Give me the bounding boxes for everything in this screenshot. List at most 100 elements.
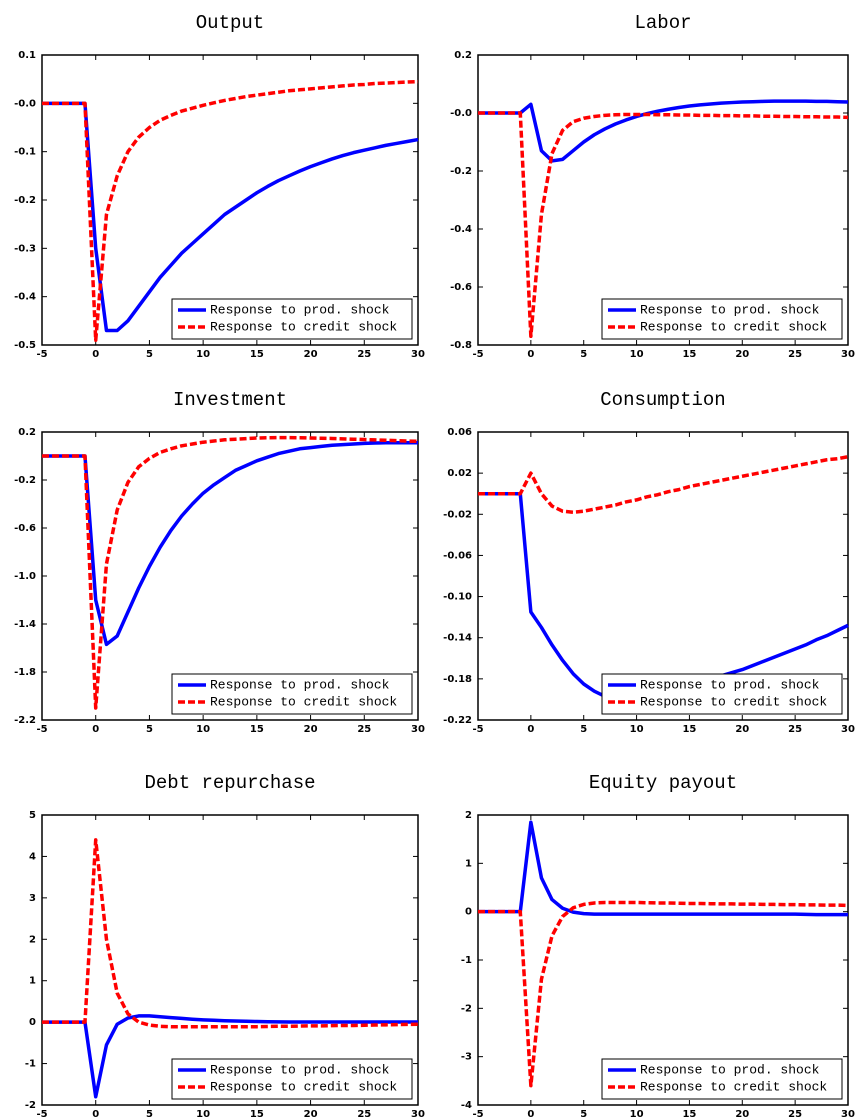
y-tick-label: -0.02 — [443, 509, 472, 520]
y-tick-label: -0.10 — [443, 592, 472, 603]
x-tick-label: 5 — [580, 724, 587, 735]
x-tick-label: 10 — [196, 724, 210, 735]
line-series — [42, 441, 418, 647]
x-tick-label: 10 — [630, 724, 644, 735]
plot-frame — [477, 54, 849, 346]
line-series — [478, 454, 849, 514]
line-series — [42, 435, 419, 710]
x-tick-label: 15 — [250, 724, 264, 735]
legend-box — [171, 298, 413, 340]
legend-box — [171, 1058, 413, 1100]
y-tick-label: -0.14 — [443, 633, 472, 644]
y-tick-label: 0.1 — [18, 50, 36, 61]
x-tick-label: -5 — [472, 1109, 483, 1120]
panel: Consumption 0.06 0.02 -0.02 -0.06 -0.10 -0.14 -… — [443, 389, 855, 735]
x-tick-label: 25 — [788, 349, 802, 360]
y-tick-label: -0.8 — [450, 340, 472, 351]
y-tick-label: -1 — [25, 1059, 36, 1070]
legend-label: Response to prod. shock — [640, 302, 820, 317]
panel-title: Investment — [173, 389, 287, 411]
plot-frame — [477, 431, 849, 721]
x-tick-label: 10 — [196, 1109, 210, 1120]
panel-title: Labor — [634, 12, 691, 34]
y-tick-label: -0.5 — [14, 340, 36, 351]
x-tick-label: 5 — [146, 349, 153, 360]
y-tick-label: -0.2 — [14, 475, 36, 486]
legend-label: Response to prod. shock — [640, 677, 820, 692]
y-tick-label: -3 — [461, 1052, 472, 1063]
legend-box — [601, 298, 843, 340]
x-tick-label: 30 — [411, 349, 425, 360]
x-tick-label: 0 — [92, 349, 99, 360]
panel-title: Output — [196, 12, 264, 34]
x-tick-label: 5 — [580, 1109, 587, 1120]
legend-label: Response to credit shock — [210, 1079, 397, 1094]
x-tick-label: 10 — [630, 1109, 644, 1120]
y-tick-label: 0.02 — [447, 468, 472, 479]
panel: Output 0.1 -0.0 -0.1 -0.2 -0.3 -0.4 -0.5-5 0 5 10 1… — [14, 12, 425, 360]
legend-label: Response to credit shock — [210, 694, 397, 709]
legend-label: Response to prod. shock — [640, 1062, 820, 1077]
x-tick-label: 5 — [580, 349, 587, 360]
x-tick-label: 0 — [92, 1109, 99, 1120]
line-series — [478, 99, 849, 163]
y-tick-label: -0.6 — [14, 523, 36, 534]
x-tick-label: 20 — [304, 1109, 318, 1120]
y-tick-label: -2.2 — [14, 715, 36, 726]
y-tick-label: 0 — [465, 907, 472, 918]
line-series — [42, 1014, 418, 1099]
y-tick-label: -1.8 — [14, 667, 36, 678]
x-tick-label: 25 — [788, 724, 802, 735]
x-tick-label: -5 — [472, 724, 483, 735]
y-tick-label: -0.06 — [443, 550, 472, 561]
y-tick-label: -2 — [25, 1100, 36, 1111]
legend-label: Response to prod. shock — [210, 1062, 390, 1077]
y-tick-label: -1 — [461, 955, 472, 966]
x-tick-label: 15 — [682, 724, 696, 735]
x-tick-label: 25 — [357, 1109, 371, 1120]
x-tick-label: 15 — [682, 1109, 696, 1120]
y-tick-label: -4 — [461, 1100, 472, 1111]
panel-title: Equity payout — [589, 772, 737, 794]
legend-box — [601, 1058, 843, 1100]
y-tick-label: -0.6 — [450, 282, 472, 293]
y-tick-label: 0 — [29, 1017, 36, 1028]
y-tick-label: -0.2 — [14, 195, 36, 206]
x-tick-label: 20 — [735, 724, 749, 735]
y-tick-label: 4 — [29, 851, 36, 862]
legend: Response to prod. shock Response to credi… — [601, 673, 843, 715]
line-series — [42, 79, 419, 342]
x-tick-label: 0 — [92, 724, 99, 735]
legend-label: Response to credit shock — [210, 319, 397, 334]
x-tick-label: 10 — [196, 349, 210, 360]
x-tick-label: 10 — [630, 349, 644, 360]
x-tick-label: 30 — [411, 724, 425, 735]
x-tick-label: 20 — [735, 349, 749, 360]
x-tick-label: 15 — [682, 349, 696, 360]
y-tick-label: 0.2 — [454, 50, 472, 61]
legend: Response to prod. shock Response to credi… — [171, 673, 413, 715]
y-tick-label: 1 — [465, 858, 472, 869]
line-series — [42, 101, 419, 333]
x-tick-label: 30 — [841, 724, 855, 735]
x-tick-label: 30 — [841, 349, 855, 360]
x-tick-label: 5 — [146, 1109, 153, 1120]
panel-title: Debt repurchase — [144, 772, 315, 794]
x-tick-label: 25 — [788, 1109, 802, 1120]
line-series — [478, 820, 848, 917]
y-tick-label: 5 — [29, 810, 36, 821]
legend-label: Response to credit shock — [640, 1079, 827, 1094]
y-tick-label: 0.06 — [447, 427, 472, 438]
legend: Response to prod. shock Response to credi… — [601, 1058, 843, 1100]
line-series — [478, 111, 849, 339]
x-tick-label: 0 — [527, 724, 534, 735]
y-tick-label: 1 — [29, 976, 36, 987]
y-tick-label: -2 — [461, 1003, 472, 1014]
x-tick-label: 30 — [411, 1109, 425, 1120]
x-tick-label: 0 — [527, 349, 534, 360]
legend-label: Response to credit shock — [640, 694, 827, 709]
y-tick-label: -0.2 — [450, 166, 472, 177]
